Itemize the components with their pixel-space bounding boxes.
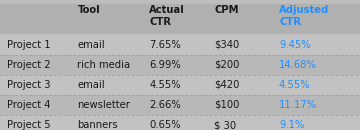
Bar	[0, 34, 360, 55]
Text: rich media: rich media	[77, 60, 131, 70]
Bar	[0, 95, 360, 115]
Text: 0.65%: 0.65%	[149, 120, 181, 130]
Text: CPM: CPM	[214, 5, 239, 15]
Text: 4.55%: 4.55%	[149, 80, 181, 90]
Bar	[0, 4, 360, 32]
Text: 9.1%: 9.1%	[279, 120, 304, 130]
Text: $ 30: $ 30	[214, 120, 236, 130]
Text: 7.65%: 7.65%	[149, 40, 181, 50]
Text: 6.99%: 6.99%	[149, 60, 181, 70]
Text: 9.45%: 9.45%	[279, 40, 311, 50]
Text: Project 1: Project 1	[7, 40, 51, 50]
Bar	[0, 55, 360, 75]
Text: $420: $420	[214, 80, 239, 90]
Text: newsletter: newsletter	[77, 100, 130, 110]
Text: Adjusted
CTR: Adjusted CTR	[279, 5, 329, 27]
Text: Project 3: Project 3	[7, 80, 51, 90]
Text: Project 2: Project 2	[7, 60, 51, 70]
Text: email: email	[77, 40, 105, 50]
Text: Project 4: Project 4	[7, 100, 51, 110]
Text: $100: $100	[214, 100, 239, 110]
Text: banners: banners	[77, 120, 118, 130]
Text: Tool: Tool	[77, 5, 100, 15]
Text: 14.68%: 14.68%	[279, 60, 317, 70]
Text: 2.66%: 2.66%	[149, 100, 181, 110]
Bar	[0, 75, 360, 95]
Text: 11.17%: 11.17%	[279, 100, 317, 110]
Text: Project 5: Project 5	[7, 120, 51, 130]
Text: 4.55%: 4.55%	[279, 80, 311, 90]
Text: $200: $200	[214, 60, 239, 70]
Bar	[0, 115, 360, 130]
Text: email: email	[77, 80, 105, 90]
Text: Actual
CTR: Actual CTR	[149, 5, 185, 27]
Text: $340: $340	[214, 40, 239, 50]
